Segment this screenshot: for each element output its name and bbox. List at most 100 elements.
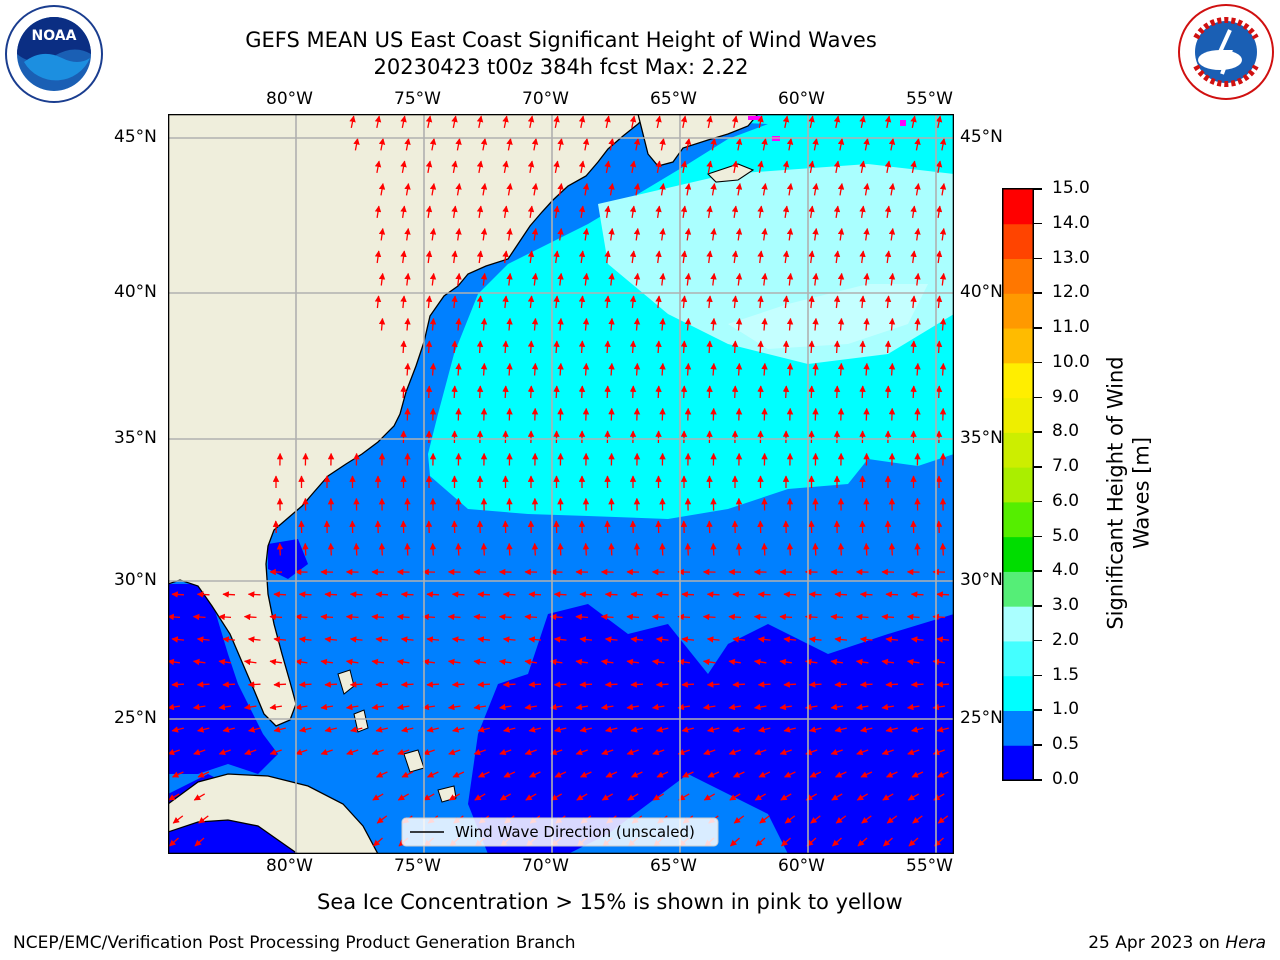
wave-direction-arrow xyxy=(761,227,768,241)
wave-direction-arrow xyxy=(553,295,560,309)
wave-direction-arrow xyxy=(427,771,439,778)
wave-direction-arrow xyxy=(527,250,535,264)
wave-direction-arrow xyxy=(396,703,410,711)
wave-direction-arrow xyxy=(706,250,713,264)
wave-direction-arrow xyxy=(659,227,666,241)
wave-direction-arrow xyxy=(863,182,870,196)
wave-direction-arrow xyxy=(884,250,892,264)
wave-direction-arrow xyxy=(374,160,382,174)
wave-direction-arrow xyxy=(759,815,770,824)
wave-direction-arrow xyxy=(837,272,845,286)
wave-direction-arrow xyxy=(578,115,586,129)
wave-direction-arrow xyxy=(473,748,486,756)
wave-direction-arrow xyxy=(557,227,564,241)
wave-direction-arrow xyxy=(605,771,618,778)
wave-direction-arrow xyxy=(728,703,741,711)
wave-direction-arrow xyxy=(888,362,896,376)
wave-direction-arrow xyxy=(451,385,458,399)
wave-direction-arrow xyxy=(780,793,792,801)
wave-direction-arrow xyxy=(728,613,742,621)
wave-direction-arrow xyxy=(833,205,841,218)
wave-direction-arrow xyxy=(885,636,899,643)
wave-direction-arrow xyxy=(455,182,462,196)
wave-direction-arrow xyxy=(629,205,637,218)
wave-direction-arrow xyxy=(294,658,308,666)
colorbar-segment xyxy=(1003,397,1033,433)
wave-direction-arrow xyxy=(455,542,462,556)
wave-direction-arrow xyxy=(531,182,539,196)
wave-direction-arrow xyxy=(885,591,899,598)
colorbar-segment xyxy=(1003,362,1033,399)
wave-direction-arrow xyxy=(451,115,458,129)
wave-direction-arrow xyxy=(735,272,743,286)
wave-direction-arrow xyxy=(855,703,869,711)
wave-direction-arrow xyxy=(582,317,590,331)
wave-direction-arrow xyxy=(861,815,872,824)
wave-direction-arrow xyxy=(652,748,665,756)
wave-direction-arrow xyxy=(655,385,662,399)
wave-direction-arrow xyxy=(912,815,923,824)
wave-direction-arrow xyxy=(784,771,796,778)
wave-direction-arrow xyxy=(863,227,870,241)
wave-direction-arrow xyxy=(808,160,815,174)
wave-direction-arrow xyxy=(735,317,743,331)
wind-wave-arrows xyxy=(168,115,950,847)
wave-direction-arrow xyxy=(578,295,586,309)
colorbar-segment xyxy=(1003,293,1033,329)
wave-direction-arrow xyxy=(608,182,615,196)
wave-direction-arrow xyxy=(626,748,639,756)
wave-direction-arrow xyxy=(681,726,694,733)
wave-direction-arrow xyxy=(247,591,261,598)
wave-direction-arrow xyxy=(582,542,590,556)
wave-direction-arrow xyxy=(837,362,845,376)
wave-direction-arrow xyxy=(168,658,180,666)
colorbar-segment xyxy=(1003,606,1033,642)
wave-direction-arrow xyxy=(422,658,435,666)
wave-direction-arrow xyxy=(345,613,359,621)
wave-direction-arrow xyxy=(527,160,535,174)
wave-direction-arrow xyxy=(782,115,790,129)
wave-direction-arrow xyxy=(527,385,535,399)
wave-direction-arrow xyxy=(706,340,713,354)
lon-label-top: 80°W xyxy=(266,89,313,109)
wave-direction-arrow xyxy=(939,182,947,196)
wave-direction-arrow xyxy=(480,272,488,286)
wave-direction-arrow xyxy=(476,205,484,218)
wave-direction-arrow xyxy=(196,681,210,688)
wave-direction-arrow xyxy=(404,542,411,556)
wave-direction-arrow xyxy=(757,636,771,643)
wave-direction-arrow xyxy=(320,748,333,756)
wave-direction-arrow xyxy=(506,542,513,556)
wave-direction-arrow xyxy=(422,748,435,756)
wave-direction-arrow xyxy=(269,703,282,711)
wave-direction-arrow xyxy=(168,748,180,756)
wave-direction-arrow xyxy=(680,250,688,264)
wave-direction-arrow xyxy=(426,591,440,598)
wave-direction-arrow xyxy=(859,340,866,354)
wave-direction-arrow xyxy=(604,636,618,643)
wave-direction-arrow xyxy=(531,317,539,331)
colorbar-tick-label: 4.0 xyxy=(1052,560,1080,581)
wave-direction-arrow xyxy=(835,815,847,824)
wave-direction-arrow xyxy=(273,681,287,688)
colorbar-tick-mark xyxy=(1034,257,1042,260)
wave-direction-arrow xyxy=(171,591,185,598)
wave-direction-arrow xyxy=(633,182,641,196)
wave-direction-arrow xyxy=(888,182,896,196)
wave-direction-arrow xyxy=(243,613,257,621)
colorbar-tick-mark xyxy=(1034,709,1042,711)
wave-direction-arrow xyxy=(608,227,615,241)
wave-direction-arrow xyxy=(781,837,791,847)
colorbar-tick-mark xyxy=(1034,188,1042,190)
colorbar-tick-label: 2.0 xyxy=(1052,629,1080,650)
wave-direction-arrow xyxy=(298,636,312,643)
wave-direction-arrow xyxy=(320,703,333,711)
wave-direction-arrow xyxy=(294,613,308,621)
wave-direction-arrow xyxy=(754,748,767,756)
wave-direction-arrow xyxy=(222,591,236,598)
wave-direction-arrow xyxy=(499,748,512,756)
wave-direction-arrow xyxy=(499,793,512,801)
wave-direction-arrow xyxy=(808,385,815,399)
wave-direction-arrow xyxy=(197,726,210,733)
wave-direction-arrow xyxy=(910,681,924,688)
